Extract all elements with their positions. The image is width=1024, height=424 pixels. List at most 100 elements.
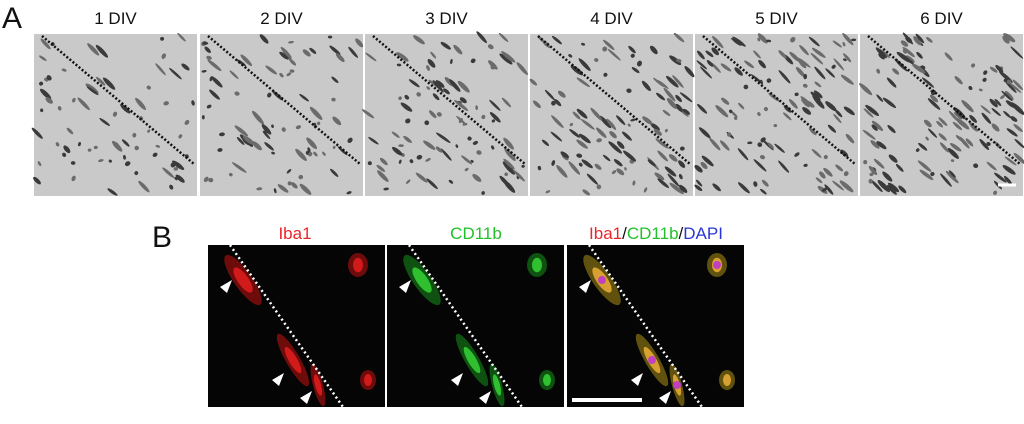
cell	[93, 145, 98, 150]
cell	[978, 88, 983, 92]
cell	[489, 99, 501, 111]
cell	[252, 110, 264, 125]
cell	[926, 36, 933, 43]
cell	[557, 90, 566, 98]
cell	[954, 76, 963, 85]
cell	[308, 152, 313, 157]
cell	[989, 98, 998, 108]
cell	[953, 112, 963, 120]
cell	[57, 106, 62, 111]
cell	[825, 101, 837, 112]
cell	[317, 121, 321, 126]
cell	[556, 165, 568, 178]
cell	[453, 44, 463, 55]
cell	[472, 140, 479, 145]
cell	[209, 89, 220, 100]
cell	[712, 183, 721, 192]
cell	[234, 91, 240, 96]
cell	[896, 51, 912, 63]
cell	[295, 148, 307, 161]
cell	[679, 92, 693, 103]
cell	[472, 173, 482, 182]
cell	[994, 172, 1007, 183]
scratch-line	[207, 35, 361, 165]
cell	[599, 115, 612, 129]
cell	[622, 131, 632, 141]
cell	[443, 88, 450, 95]
cell	[983, 70, 988, 75]
cell	[700, 66, 713, 79]
cell	[750, 74, 763, 85]
cell	[982, 77, 987, 82]
cell	[921, 77, 935, 88]
cell	[608, 141, 623, 154]
scratch-line	[372, 35, 526, 165]
label-part: Iba1	[589, 224, 622, 243]
cell	[757, 33, 768, 44]
cell	[1006, 128, 1018, 137]
cell	[435, 132, 451, 143]
cell	[206, 55, 212, 60]
cell	[175, 174, 185, 183]
cell	[875, 47, 887, 59]
cell	[738, 102, 745, 110]
label-part: /	[679, 224, 684, 243]
cell	[684, 66, 695, 78]
cell	[455, 144, 459, 148]
cell	[40, 38, 51, 50]
cell	[795, 66, 805, 77]
cell	[902, 46, 915, 58]
cell	[204, 46, 211, 54]
arrowhead	[220, 280, 232, 293]
cell	[898, 185, 907, 194]
cell	[613, 159, 623, 167]
cell	[808, 127, 817, 136]
cell	[77, 97, 90, 111]
cell	[669, 55, 682, 66]
cell	[678, 160, 686, 168]
cell	[738, 182, 750, 194]
cell	[287, 181, 292, 186]
cell	[298, 174, 304, 180]
cell	[986, 141, 991, 147]
cell	[720, 63, 732, 72]
cell	[697, 103, 708, 114]
cell	[812, 94, 825, 109]
cell	[649, 45, 658, 55]
cell	[678, 184, 688, 193]
cell	[952, 121, 963, 131]
cell	[503, 137, 514, 150]
cell	[234, 125, 249, 137]
cell	[744, 60, 755, 69]
cell	[516, 62, 528, 76]
cell	[348, 46, 359, 58]
cell	[427, 59, 436, 68]
cell	[327, 35, 333, 39]
cell	[774, 143, 785, 153]
cell	[295, 125, 302, 130]
cell	[299, 183, 312, 195]
cell	[481, 191, 485, 195]
cell	[581, 42, 586, 46]
cell	[790, 36, 796, 43]
cell	[623, 150, 637, 162]
cell	[242, 135, 255, 145]
cell	[347, 137, 353, 143]
cell	[980, 105, 991, 114]
cell	[426, 86, 431, 90]
cell	[1003, 33, 1016, 43]
cell	[581, 159, 593, 169]
cell	[675, 103, 683, 112]
cell	[871, 120, 884, 132]
cell	[576, 77, 590, 88]
cell	[476, 31, 487, 44]
label-part: /	[622, 224, 627, 243]
cell	[161, 53, 167, 59]
cell	[955, 134, 963, 142]
cell	[313, 151, 318, 157]
cell	[991, 123, 1000, 132]
cell	[882, 171, 893, 182]
cell	[766, 78, 772, 83]
cell	[61, 68, 67, 72]
cell	[219, 132, 225, 137]
